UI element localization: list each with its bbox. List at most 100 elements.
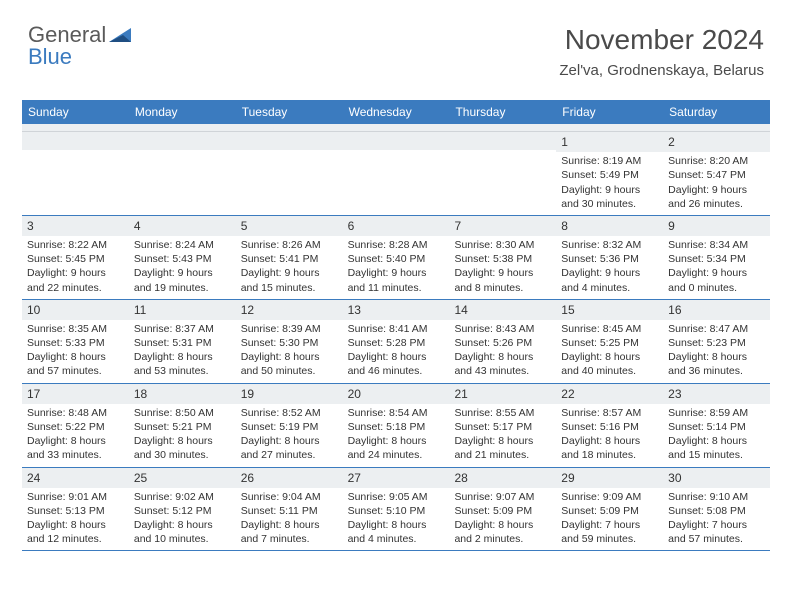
- day-detail-line: Daylight: 9 hours: [561, 183, 659, 197]
- day-cell: 28Sunrise: 9:07 AMSunset: 5:09 PMDayligh…: [449, 468, 556, 551]
- day-number: 19: [236, 384, 343, 404]
- day-cell: 7Sunrise: 8:30 AMSunset: 5:38 PMDaylight…: [449, 216, 556, 299]
- calendar-body: 1Sunrise: 8:19 AMSunset: 5:49 PMDaylight…: [22, 132, 770, 551]
- day-detail-line: Sunrise: 8:26 AM: [241, 238, 339, 252]
- day-detail-line: Daylight: 9 hours: [454, 266, 552, 280]
- day-detail-line: Daylight: 8 hours: [348, 350, 446, 364]
- day-cell: 17Sunrise: 8:48 AMSunset: 5:22 PMDayligh…: [22, 384, 129, 467]
- day-number: 23: [663, 384, 770, 404]
- day-detail-line: Sunset: 5:12 PM: [134, 504, 232, 518]
- day-detail-line: and 15 minutes.: [668, 448, 766, 462]
- day-detail-line: Sunrise: 8:55 AM: [454, 406, 552, 420]
- day-cell: 12Sunrise: 8:39 AMSunset: 5:30 PMDayligh…: [236, 300, 343, 383]
- day-cell: 26Sunrise: 9:04 AMSunset: 5:11 PMDayligh…: [236, 468, 343, 551]
- day-cell: [236, 132, 343, 215]
- day-cell: 1Sunrise: 8:19 AMSunset: 5:49 PMDaylight…: [556, 132, 663, 215]
- day-detail-line: and 57 minutes.: [27, 364, 125, 378]
- day-detail-line: and 30 minutes.: [561, 197, 659, 211]
- day-detail-line: and 2 minutes.: [454, 532, 552, 546]
- day-detail-line: Sunrise: 9:05 AM: [348, 490, 446, 504]
- calendar: Sunday Monday Tuesday Wednesday Thursday…: [22, 100, 770, 551]
- day-detail-line: Sunrise: 8:50 AM: [134, 406, 232, 420]
- day-detail-line: Sunrise: 8:35 AM: [27, 322, 125, 336]
- day-cell: 4Sunrise: 8:24 AMSunset: 5:43 PMDaylight…: [129, 216, 236, 299]
- day-number: 25: [129, 468, 236, 488]
- day-detail-line: Daylight: 9 hours: [668, 183, 766, 197]
- day-detail-line: and 4 minutes.: [561, 281, 659, 295]
- day-detail-line: Sunrise: 8:28 AM: [348, 238, 446, 252]
- day-number: 10: [22, 300, 129, 320]
- day-detail-line: Sunset: 5:18 PM: [348, 420, 446, 434]
- day-detail-line: Sunrise: 8:57 AM: [561, 406, 659, 420]
- day-detail-line: Sunrise: 8:24 AM: [134, 238, 232, 252]
- day-detail-line: Sunrise: 8:54 AM: [348, 406, 446, 420]
- day-detail-line: Sunrise: 8:30 AM: [454, 238, 552, 252]
- day-number: 6: [343, 216, 450, 236]
- day-detail-line: Sunset: 5:09 PM: [561, 504, 659, 518]
- day-number: 11: [129, 300, 236, 320]
- header-thursday: Thursday: [449, 100, 556, 124]
- day-detail-line: Sunrise: 8:59 AM: [668, 406, 766, 420]
- day-detail-line: Sunset: 5:30 PM: [241, 336, 339, 350]
- day-cell: 19Sunrise: 8:52 AMSunset: 5:19 PMDayligh…: [236, 384, 343, 467]
- day-detail-line: Sunset: 5:21 PM: [134, 420, 232, 434]
- day-detail-line: and 11 minutes.: [348, 281, 446, 295]
- header-tuesday: Tuesday: [236, 100, 343, 124]
- day-cell: 10Sunrise: 8:35 AMSunset: 5:33 PMDayligh…: [22, 300, 129, 383]
- day-cell: 5Sunrise: 8:26 AMSunset: 5:41 PMDaylight…: [236, 216, 343, 299]
- day-cell: 24Sunrise: 9:01 AMSunset: 5:13 PMDayligh…: [22, 468, 129, 551]
- calendar-header-row: Sunday Monday Tuesday Wednesday Thursday…: [22, 100, 770, 124]
- day-number: 1: [556, 132, 663, 152]
- header-spacer: [22, 124, 770, 132]
- day-detail-line: Sunset: 5:23 PM: [668, 336, 766, 350]
- week-row: 24Sunrise: 9:01 AMSunset: 5:13 PMDayligh…: [22, 468, 770, 552]
- day-detail-line: Sunset: 5:33 PM: [27, 336, 125, 350]
- day-cell: 29Sunrise: 9:09 AMSunset: 5:09 PMDayligh…: [556, 468, 663, 551]
- day-detail-line: Sunrise: 8:19 AM: [561, 154, 659, 168]
- day-detail-line: Daylight: 7 hours: [668, 518, 766, 532]
- day-cell: 22Sunrise: 8:57 AMSunset: 5:16 PMDayligh…: [556, 384, 663, 467]
- day-number: 30: [663, 468, 770, 488]
- day-detail-line: Sunrise: 9:02 AM: [134, 490, 232, 504]
- day-number: 17: [22, 384, 129, 404]
- logo-text-blue-wrap: Blue: [28, 44, 72, 70]
- day-cell: 8Sunrise: 8:32 AMSunset: 5:36 PMDaylight…: [556, 216, 663, 299]
- day-detail-line: Sunrise: 8:52 AM: [241, 406, 339, 420]
- day-detail-line: Sunrise: 8:39 AM: [241, 322, 339, 336]
- day-detail-line: Daylight: 8 hours: [134, 350, 232, 364]
- day-detail-line: Daylight: 9 hours: [668, 266, 766, 280]
- day-detail-line: Sunset: 5:13 PM: [27, 504, 125, 518]
- week-row: 1Sunrise: 8:19 AMSunset: 5:49 PMDaylight…: [22, 132, 770, 216]
- day-cell: 11Sunrise: 8:37 AMSunset: 5:31 PMDayligh…: [129, 300, 236, 383]
- day-detail-line: Daylight: 9 hours: [241, 266, 339, 280]
- day-detail-line: and 19 minutes.: [134, 281, 232, 295]
- day-number: 8: [556, 216, 663, 236]
- day-cell: 25Sunrise: 9:02 AMSunset: 5:12 PMDayligh…: [129, 468, 236, 551]
- day-number: 2: [663, 132, 770, 152]
- header-sunday: Sunday: [22, 100, 129, 124]
- day-detail-line: and 4 minutes.: [348, 532, 446, 546]
- day-number: 28: [449, 468, 556, 488]
- day-detail-line: and 59 minutes.: [561, 532, 659, 546]
- day-number: [236, 132, 343, 150]
- day-detail-line: and 15 minutes.: [241, 281, 339, 295]
- day-number: 14: [449, 300, 556, 320]
- day-detail-line: Sunset: 5:45 PM: [27, 252, 125, 266]
- day-number: 18: [129, 384, 236, 404]
- day-number: [22, 132, 129, 150]
- day-detail-line: Sunrise: 8:32 AM: [561, 238, 659, 252]
- day-detail-line: Sunset: 5:38 PM: [454, 252, 552, 266]
- day-cell: 13Sunrise: 8:41 AMSunset: 5:28 PMDayligh…: [343, 300, 450, 383]
- logo-text-blue: Blue: [28, 44, 72, 69]
- day-detail-line: Sunset: 5:41 PM: [241, 252, 339, 266]
- day-detail-line: and 21 minutes.: [454, 448, 552, 462]
- day-detail-line: and 40 minutes.: [561, 364, 659, 378]
- day-detail-line: and 36 minutes.: [668, 364, 766, 378]
- day-detail-line: Sunset: 5:34 PM: [668, 252, 766, 266]
- day-detail-line: and 0 minutes.: [668, 281, 766, 295]
- week-row: 17Sunrise: 8:48 AMSunset: 5:22 PMDayligh…: [22, 384, 770, 468]
- day-cell: 2Sunrise: 8:20 AMSunset: 5:47 PMDaylight…: [663, 132, 770, 215]
- day-detail-line: Sunset: 5:40 PM: [348, 252, 446, 266]
- day-cell: 16Sunrise: 8:47 AMSunset: 5:23 PMDayligh…: [663, 300, 770, 383]
- day-detail-line: and 50 minutes.: [241, 364, 339, 378]
